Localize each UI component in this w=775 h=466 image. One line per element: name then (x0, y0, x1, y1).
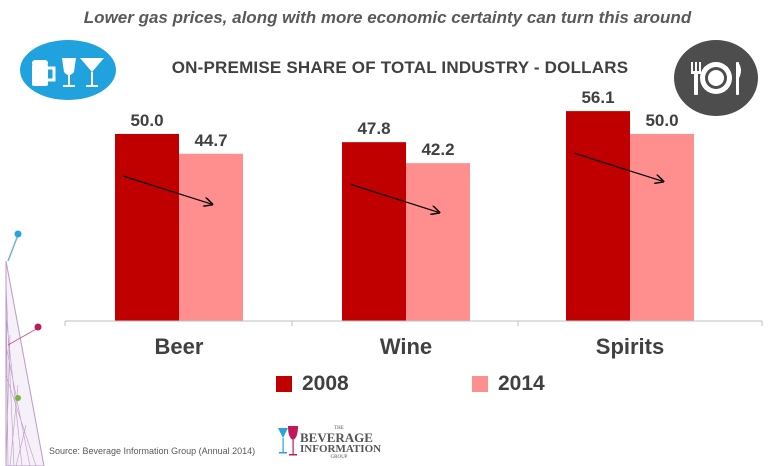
data-label-beer-2014: 44.7 (194, 131, 227, 150)
decorative-tower (5, 230, 45, 466)
logo-line-2: INFORMATION (300, 443, 382, 455)
legend-swatch-2008 (276, 376, 292, 392)
logo-small-text: THE (334, 426, 344, 431)
data-label-wine-2014: 42.2 (421, 140, 454, 159)
slide-subtitle: Lower gas prices, along with more econom… (83, 8, 692, 27)
legend-label-2008: 2008 (302, 372, 349, 395)
category-label-beer: Beer (155, 334, 204, 359)
trend-arrow-wine (349, 183, 438, 212)
logo-line-1: BEVERAGE (300, 430, 373, 445)
bar-wine-2008 (342, 142, 406, 321)
logo-line-3: GROUP (330, 455, 348, 460)
data-label-beer-2008: 50.0 (130, 111, 163, 130)
chart-legend: 2008 2014 (276, 371, 596, 397)
bar-wine-2014 (406, 163, 470, 321)
legend-item-2008: 2008 (276, 371, 349, 397)
dining-icon (674, 40, 758, 116)
trend-arrow-beer (122, 175, 211, 204)
legend-item-2014: 2014 (472, 371, 545, 397)
data-label-spirits-2008: 56.1 (581, 88, 614, 107)
drinks-icon (20, 40, 116, 100)
legend-swatch-2014 (472, 376, 488, 392)
beverage-information-group-logo: THE BEVERAGE INFORMATION GROUP (276, 424, 382, 464)
chart-title: ON-PREMISE SHARE OF TOTAL INDUSTRY - DOL… (171, 58, 629, 77)
source-note: Source: Beverage Information Group (Annu… (49, 446, 256, 456)
category-label-spirits: Spirits (596, 334, 664, 359)
data-label-wine-2008: 47.8 (357, 119, 390, 138)
bar-beer-2008 (115, 133, 179, 321)
bar-spirits-2008 (566, 111, 630, 322)
legend-label-2014: 2014 (498, 372, 545, 395)
data-label-spirits-2014: 50.0 (645, 111, 678, 130)
bar-beer-2014 (179, 153, 243, 321)
bar-spirits-2014 (630, 133, 694, 321)
trend-arrow-spirits (573, 152, 662, 181)
category-label-wine: Wine (380, 334, 432, 359)
